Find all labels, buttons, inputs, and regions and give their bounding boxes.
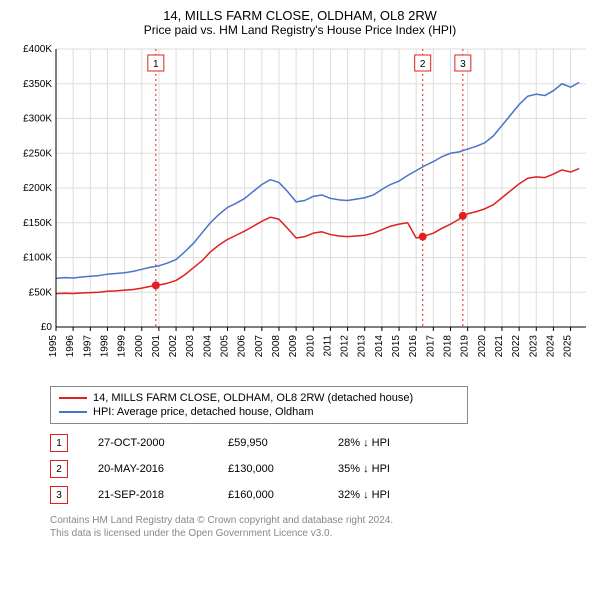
legend-swatch [59, 397, 87, 399]
transaction-date: 21-SEP-2018 [98, 489, 198, 501]
svg-text:1: 1 [153, 59, 159, 70]
svg-text:1998: 1998 [99, 335, 110, 358]
svg-text:2021: 2021 [494, 335, 505, 358]
transaction-row: 1 27-OCT-2000 £59,950 28% ↓ HPI [50, 430, 590, 456]
svg-text:2007: 2007 [254, 335, 265, 358]
svg-text:£250K: £250K [23, 148, 52, 159]
svg-text:2020: 2020 [477, 335, 488, 358]
transaction-price: £59,950 [228, 437, 308, 449]
transaction-badge: 3 [50, 486, 68, 504]
transaction-diff: 32% ↓ HPI [338, 489, 418, 501]
svg-text:2006: 2006 [237, 335, 248, 358]
svg-text:2012: 2012 [340, 335, 351, 358]
svg-text:2022: 2022 [511, 335, 522, 358]
transaction-diff: 28% ↓ HPI [338, 437, 418, 449]
svg-text:2023: 2023 [528, 335, 539, 358]
svg-text:2019: 2019 [460, 335, 471, 358]
chart-plot-area: £0 £50K £100K £150K £200K £250K £300K £350K £400… [10, 43, 590, 378]
svg-text:2015: 2015 [391, 335, 402, 358]
svg-text:2016: 2016 [408, 335, 419, 358]
svg-text:2011: 2011 [322, 335, 333, 357]
chart-subtitle: Price paid vs. HM Land Registry's House … [10, 23, 590, 37]
svg-text:£50K: £50K [29, 287, 53, 298]
svg-text:£200K: £200K [23, 183, 52, 194]
transaction-price: £130,000 [228, 463, 308, 475]
svg-text:£150K: £150K [23, 218, 52, 229]
transaction-diff: 35% ↓ HPI [338, 463, 418, 475]
svg-text:£0: £0 [41, 322, 53, 333]
chart-svg: £0 £50K £100K £150K £200K £250K £300K £350K £400… [10, 43, 590, 378]
svg-text:2009: 2009 [288, 335, 299, 358]
svg-text:2: 2 [420, 59, 426, 70]
svg-text:2005: 2005 [220, 335, 231, 358]
legend-swatch [59, 411, 87, 413]
transaction-row: 3 21-SEP-2018 £160,000 32% ↓ HPI [50, 482, 590, 508]
svg-text:2000: 2000 [134, 335, 145, 358]
transaction-date: 27-OCT-2000 [98, 437, 198, 449]
footer-attribution: Contains HM Land Registry data © Crown c… [50, 514, 590, 540]
transactions-table: 1 27-OCT-2000 £59,950 28% ↓ HPI 2 20-MAY-2016… [50, 430, 590, 508]
svg-text:£300K: £300K [23, 114, 52, 125]
svg-text:2003: 2003 [185, 335, 196, 358]
svg-text:3: 3 [460, 59, 466, 70]
chart-title: 14, MILLS FARM CLOSE, OLDHAM, OL8 2RW [10, 8, 590, 23]
svg-text:1997: 1997 [82, 335, 93, 358]
svg-text:2008: 2008 [271, 335, 282, 358]
svg-text:2010: 2010 [305, 335, 316, 358]
svg-text:2018: 2018 [442, 335, 453, 358]
svg-text:£100K: £100K [23, 253, 52, 264]
legend-label: 14, MILLS FARM CLOSE, OLDHAM, OL8 2RW (d… [93, 392, 413, 404]
transaction-price: £160,000 [228, 489, 308, 501]
transaction-badge: 2 [50, 460, 68, 478]
svg-text:1996: 1996 [65, 335, 76, 358]
legend-item: HPI: Average price, detached house, Oldh… [59, 405, 459, 419]
svg-text:2013: 2013 [357, 335, 368, 358]
transaction-date: 20-MAY-2016 [98, 463, 198, 475]
svg-text:2014: 2014 [374, 335, 385, 358]
footer-line-2: This data is licensed under the Open Gov… [50, 527, 590, 540]
legend-label: HPI: Average price, detached house, Oldh… [93, 406, 314, 418]
svg-text:2004: 2004 [202, 335, 213, 358]
svg-text:2024: 2024 [545, 335, 556, 358]
transaction-badge: 1 [50, 434, 68, 452]
svg-text:2001: 2001 [151, 335, 162, 358]
svg-text:£400K: £400K [23, 44, 52, 55]
legend-box: 14, MILLS FARM CLOSE, OLDHAM, OL8 2RW (d… [50, 386, 468, 424]
svg-text:2002: 2002 [168, 335, 179, 358]
chart-container: 14, MILLS FARM CLOSE, OLDHAM, OL8 2RW Pr… [0, 0, 600, 550]
svg-text:2025: 2025 [563, 335, 574, 358]
footer-line-1: Contains HM Land Registry data © Crown c… [50, 514, 590, 527]
svg-text:1995: 1995 [48, 335, 59, 358]
svg-text:£350K: £350K [23, 79, 52, 90]
legend-item: 14, MILLS FARM CLOSE, OLDHAM, OL8 2RW (d… [59, 391, 459, 405]
transaction-row: 2 20-MAY-2016 £130,000 35% ↓ HPI [50, 456, 590, 482]
svg-text:1999: 1999 [117, 335, 128, 358]
svg-text:2017: 2017 [425, 335, 436, 358]
